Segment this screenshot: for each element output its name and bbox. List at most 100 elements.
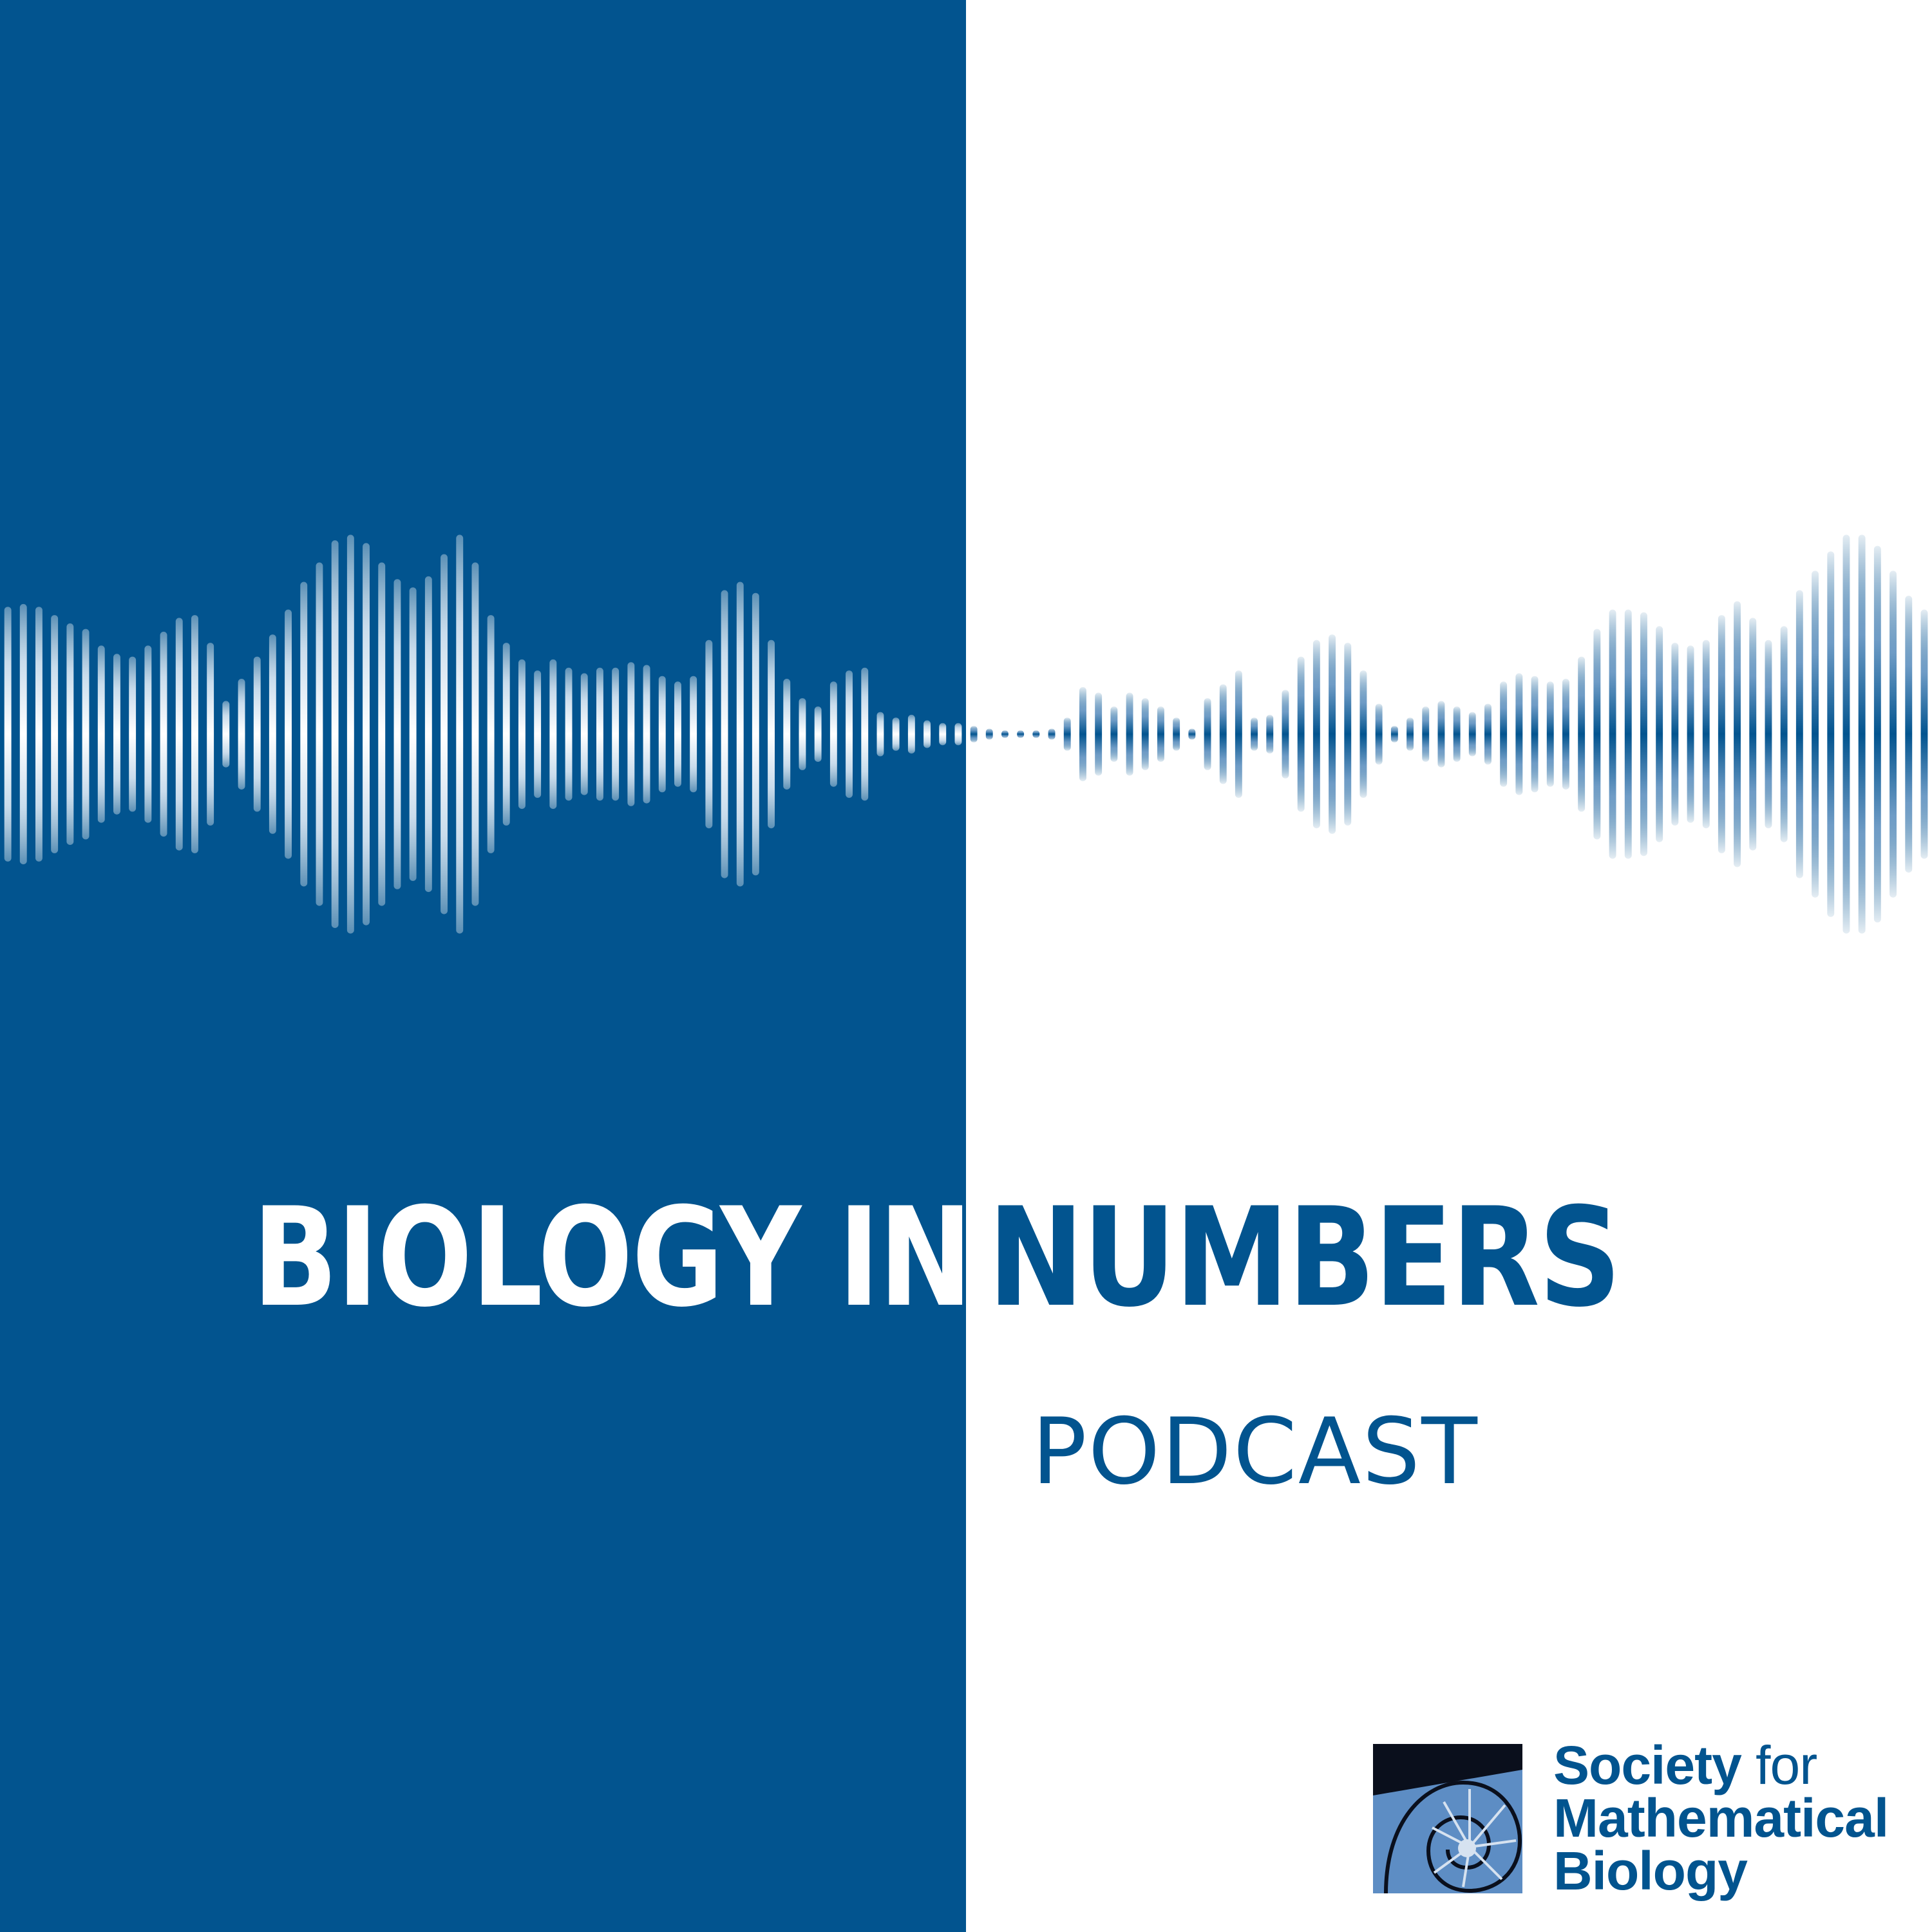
wave-bar [1344,643,1352,826]
wave-bar [736,582,744,887]
wave-bar [1297,656,1305,812]
wave-bar [440,554,448,914]
wave-bar [970,726,978,743]
wave-bar [1422,706,1430,762]
wave-bar [316,562,323,906]
wave-bar [35,607,43,862]
wave-bar [876,712,884,757]
wave-bar [1219,684,1227,784]
wave-bar [144,645,152,823]
wave-bar [534,670,542,798]
wave-bar [1235,670,1242,798]
wave-bar [907,714,915,754]
wave-bar [1718,615,1725,853]
logo-word-for: for [1741,1735,1817,1795]
wave-bar [1312,639,1320,829]
wave-bar [580,673,588,795]
wave-bar [424,576,432,893]
wave-bar [1873,545,1881,923]
wave-bar [1624,609,1632,859]
wave-bar [160,631,167,837]
wave-bar [1640,612,1647,857]
wave-bar [1889,571,1897,898]
wave-bar [643,665,650,804]
wave-bar [1765,639,1772,829]
wave-bar [487,615,495,853]
wave-bar [1812,571,1819,898]
wave-bar [1827,551,1835,917]
wave-bar [690,676,697,793]
wave-bar [892,717,900,751]
wave-bar [393,579,401,889]
wave-bar [1546,681,1554,787]
wave-bar [1734,601,1741,867]
logo-word-biology: Biology [1553,1841,1748,1901]
wave-bar [1173,717,1180,751]
wave-bar [658,676,666,793]
wave-bar [627,662,635,806]
wave-bar [721,590,728,878]
wave-bar [783,679,791,790]
wave-bar [1578,656,1586,812]
wave-bar [82,629,90,840]
logo-word-mathematical: Mathematical [1553,1788,1889,1848]
wave-bar [113,654,120,815]
wave-bar [1687,645,1694,823]
wave-bar [1593,629,1601,840]
wave-bar [269,634,276,834]
wave-bar [1515,673,1523,795]
wave-bar [768,639,775,829]
wave-bar [799,698,806,770]
wave-bar [1920,609,1928,859]
wave-bar [923,720,931,748]
wave-bar [1282,690,1289,779]
wave-bar [705,639,713,829]
title-numbers: NUMBERS [988,1178,1622,1337]
wave-bar [1609,609,1616,859]
wave-bar [1656,626,1663,842]
wave-bar [51,615,59,853]
wave-bar [1095,692,1103,776]
wave-bar [1437,701,1445,768]
wave-bar [4,607,12,862]
wave-bar [471,562,479,906]
nautilus-shell-icon [1373,1744,1522,1893]
wave-bar [378,562,386,906]
wave-bar [238,679,245,790]
wave-bar [1406,717,1414,751]
wave-bar [1484,703,1492,765]
wave-bar [1531,676,1539,793]
wave-bar [1702,639,1710,829]
wave-bar [1562,679,1569,790]
wave-bar [954,723,962,746]
wave-bar [502,643,510,826]
wave-bar [1032,730,1040,738]
wave-bar [829,681,837,787]
wave-bar [363,543,370,925]
wave-bar [1905,596,1913,873]
wave-bar [1048,728,1056,740]
wave-bar [1795,590,1803,878]
wave-bar [456,535,464,934]
wave-bar [191,615,198,853]
wave-bar [1390,726,1398,743]
wave-bar [1858,535,1866,934]
wave-bar [1001,730,1009,738]
wave-bar [285,609,292,859]
wave-bar [1141,698,1149,770]
wave-bar [518,659,526,810]
wave-bar [861,667,869,801]
wave-bar [1063,717,1071,751]
wave-bar [814,706,822,762]
wave-bar [674,681,681,787]
wave-bar [1500,681,1508,787]
wave-bar [846,670,853,798]
wave-bar [409,587,417,881]
wave-bar [1468,712,1476,757]
wave-bar [752,592,759,876]
wave-bar [253,656,261,812]
wave-bar [1017,730,1025,738]
wave-bar [1359,670,1367,798]
wave-bar [985,728,993,740]
